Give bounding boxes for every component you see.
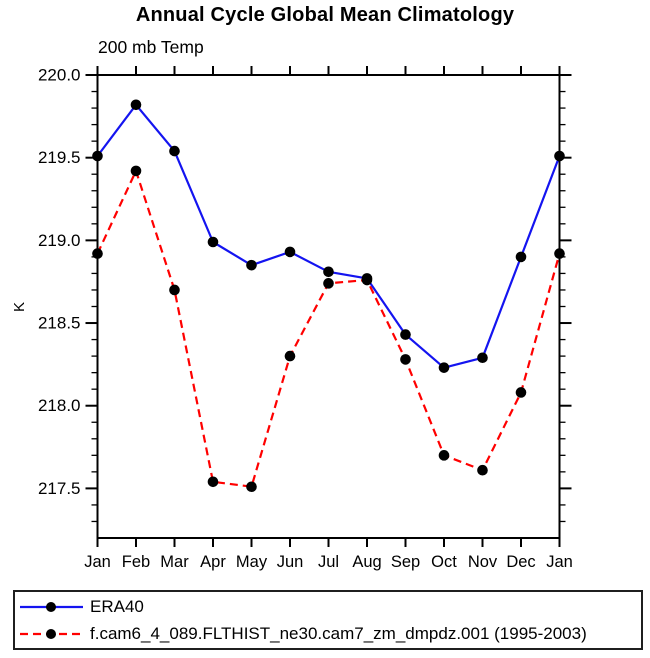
x-axis-tick-label: Nov: [468, 553, 498, 571]
data-point-era40: [169, 145, 180, 157]
data-point-model: [130, 165, 142, 177]
data-point-era40: [323, 266, 334, 278]
data-point-model: [284, 350, 296, 362]
data-point-model: [207, 476, 219, 488]
x-axis-tick-label: Feb: [122, 553, 150, 571]
legend-label-model: f.cam6_4_089.FLTHIST_ne30.cam7_zm_dmpdz.…: [90, 623, 587, 643]
chart-subtitle: 200 mb Temp: [98, 37, 204, 57]
data-point-era40: [246, 259, 257, 271]
data-point-model: [554, 248, 565, 259]
x-axis-tick-label: Oct: [431, 553, 457, 571]
data-point-model: [361, 274, 373, 286]
y-axis-tick-label: 219.0: [38, 231, 81, 250]
y-axis-tick-label: 219.5: [38, 148, 81, 167]
data-point-era40: [130, 99, 142, 111]
data-point-model: [92, 248, 103, 259]
data-point-era40: [438, 362, 450, 373]
legend-sample-model: [20, 628, 83, 639]
chart-legend: ERA40 f.cam6_4_089.FLTHIST_ne30.cam7_zm_…: [13, 590, 643, 650]
data-point-era40: [477, 352, 488, 364]
data-point-model: [515, 387, 527, 398]
legend-sample-era40: [20, 601, 83, 612]
model-line: [96, 169, 561, 488]
legend-item-era40: ERA40: [15, 593, 641, 620]
data-point-model: [438, 450, 450, 461]
y-axis-tick-label: 220.0: [38, 66, 81, 85]
x-axis-tick-label: May: [236, 553, 268, 571]
data-point-era40: [92, 150, 103, 162]
legend-sample-model-marker: [46, 628, 56, 639]
data-point-model: [169, 284, 180, 296]
data-point-era40: [207, 236, 219, 248]
x-axis-tick-label: Sep: [391, 553, 420, 571]
y-axis-title: K: [11, 302, 28, 312]
x-axis-tick-label: Jul: [318, 553, 339, 571]
y-axis-tick-label: 218.0: [38, 396, 81, 415]
y-axis-tick-label: 217.5: [38, 479, 81, 498]
x-axis-tick-label: Dec: [506, 553, 535, 571]
data-point-model: [400, 354, 411, 365]
x-axis-tick-label: Jan: [546, 553, 573, 571]
x-axis-tick-label: Mar: [160, 553, 189, 571]
data-point-model: [477, 464, 488, 476]
x-axis-tick-label: Apr: [200, 553, 226, 571]
x-axis-tick-label: Jun: [277, 553, 304, 571]
legend-label-era40: ERA40: [90, 596, 144, 616]
era40-line: [96, 103, 561, 369]
x-axis-tick-label: Jan: [84, 553, 111, 571]
legend-sample-era40-marker: [46, 601, 56, 612]
data-point-model: [323, 278, 334, 289]
legend-item-model: f.cam6_4_089.FLTHIST_ne30.cam7_zm_dmpdz.…: [15, 620, 641, 647]
data-point-era40: [554, 150, 565, 162]
chart-plot-area: 217.5 218.0 218.5 219.0 219.5 220.0 Jan Feb Mar A…: [11, 66, 573, 572]
data-point-era40: [284, 246, 296, 258]
data-point-era40: [400, 329, 411, 340]
y-axis-tick-label: 218.5: [38, 314, 81, 333]
x-axis-tick-label: Aug: [352, 553, 381, 571]
chart-title: Annual Cycle Global Mean Climatology: [135, 4, 515, 26]
plot-border: [96, 74, 561, 539]
data-point-model: [246, 481, 257, 493]
data-point-era40: [515, 251, 527, 263]
